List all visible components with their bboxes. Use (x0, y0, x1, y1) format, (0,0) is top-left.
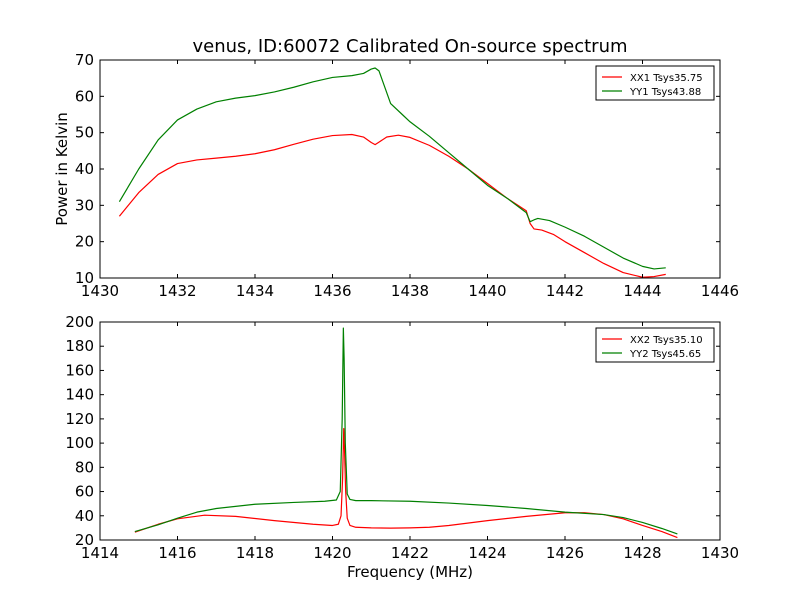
top-x-tick-label: 1438 (391, 282, 429, 300)
top-y-tick-label: 40 (75, 160, 94, 178)
chart-title: venus, ID:60072 Calibrated On-source spe… (192, 36, 627, 57)
top-x-tick-label: 1444 (623, 282, 661, 300)
bottom-x-tick-label: 1418 (236, 544, 274, 562)
bottom-y-tick-label: 20 (75, 531, 94, 549)
top-series-line-2 (118, 67, 666, 270)
bottom-y-tick-label: 60 (75, 483, 94, 501)
top-legend (595, 65, 715, 101)
bottom-y-tick-label: 120 (65, 410, 94, 428)
bottom-x-tick-label: 1420 (313, 544, 351, 562)
bottom-legend (595, 327, 715, 363)
top-y-tick-label: 30 (75, 196, 94, 214)
top-y-tick-label: 20 (75, 233, 94, 251)
y-axis-label: Power in Kelvin (53, 112, 71, 226)
top-series-line-1 (118, 133, 666, 278)
bottom-series-line-2 (134, 327, 678, 535)
bottom-x-tick-label: 1422 (391, 544, 429, 562)
bottom-x-tick-label: 1416 (158, 544, 196, 562)
top-x-tick-label: 1446 (701, 282, 739, 300)
bottom-y-tick-label: 180 (65, 337, 94, 355)
bottom-plot: 1414 1416 1418 1420 1422 1424 1426 1428 1430 20 40… (65, 313, 739, 562)
bottom-series-line-1 (134, 427, 678, 539)
top-x-tick-label: 1430 (81, 282, 119, 300)
bottom-x-tick-label: 1424 (468, 544, 506, 562)
top-x-tick-label: 1436 (313, 282, 351, 300)
bottom-x-tick-label: 1428 (623, 544, 661, 562)
bottom-x-tick-label: 1414 (81, 544, 119, 562)
bottom-legend-label-2: YY2 Tsys45.65 (629, 349, 701, 360)
top-y-tick-label: 50 (75, 124, 94, 142)
top-x-tick-label: 1432 (158, 282, 196, 300)
bottom-y-tick-label: 40 (75, 507, 94, 525)
bottom-legend-label-1: XX2 Tsys35.10 (630, 335, 703, 346)
x-axis-label: Frequency (MHz) (347, 563, 473, 581)
top-y-tick-label: 60 (75, 87, 94, 105)
top-x-tick-label: 1442 (546, 282, 584, 300)
top-legend-label-2: YY1 Tsys43.88 (629, 87, 701, 98)
top-legend-label-1: XX1 Tsys35.75 (630, 73, 703, 84)
top-plot: 1430 1432 1434 1436 1438 1440 1442 1444 1446 10 20… (75, 51, 739, 300)
top-y-tick-label: 10 (75, 269, 94, 287)
bottom-y-tick-label: 80 (75, 458, 94, 476)
bottom-y-tick-label: 160 (65, 361, 94, 379)
bottom-y-tick-label: 140 (65, 386, 94, 404)
top-y-tick-label: 70 (75, 51, 94, 69)
top-x-tick-label: 1440 (468, 282, 506, 300)
top-x-tick-label: 1434 (236, 282, 274, 300)
bottom-x-tick-label: 1426 (546, 544, 584, 562)
bottom-y-tick-label: 200 (65, 313, 94, 331)
bottom-y-tick-label: 100 (65, 434, 94, 452)
bottom-x-tick-label: 1430 (701, 544, 739, 562)
